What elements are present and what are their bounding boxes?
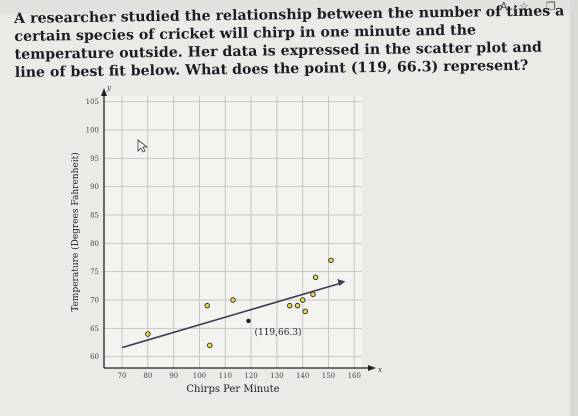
- star-icon[interactable]: ☆: [519, 0, 529, 13]
- x-tick-label-6: 130: [270, 372, 283, 380]
- data-point-10: [328, 257, 334, 264]
- browser-toolbar: A ☆ ❒: [0, 0, 578, 14]
- y-tick-label-6: 90: [90, 183, 99, 191]
- tick-labels: 70 80 90 100 110 120 130 140 150 160 60 65 70 75 80 85 9…: [86, 98, 361, 380]
- y-axis-arrow: [101, 88, 107, 96]
- data-point-0: [145, 331, 151, 337]
- x-tick-label-2: 90: [169, 372, 178, 380]
- y-axis-title: Temperature (Degrees Fahrenheit): [70, 152, 81, 311]
- highlight-point-label: (119,66.3): [254, 327, 301, 338]
- mouse-cursor-icon: [137, 139, 149, 153]
- y-tick-label-9: 105: [86, 98, 99, 106]
- y-tick-label-0: 60: [90, 353, 99, 361]
- y-tick-label-4: 80: [90, 240, 99, 248]
- x-tick-label-9: 160: [348, 372, 361, 380]
- data-point-6: [302, 308, 308, 315]
- x-tick-label-0: 70: [118, 372, 127, 380]
- best-fit-line: [121, 279, 346, 349]
- x-tick-label-7: 140: [296, 372, 309, 380]
- highlight: (119,66.3): [246, 318, 302, 338]
- y-tick-label-7: 95: [90, 155, 99, 163]
- x-tick-label-4: 110: [219, 372, 232, 380]
- x-tick-label-8: 150: [322, 372, 335, 380]
- text-size-icon[interactable]: A: [500, 0, 508, 13]
- data-point-4: [287, 302, 293, 309]
- x-tick-label-1: 80: [143, 372, 152, 380]
- plot-background: [104, 96, 362, 368]
- plot-grid: [104, 96, 362, 368]
- axis-labels: Chirps Per Minute Temperature (Degrees Fa…: [70, 84, 382, 395]
- x-tick-label-5: 120: [244, 372, 257, 380]
- data-point-2: [204, 302, 210, 309]
- y-tick-label-8: 100: [86, 127, 99, 135]
- y-tick-label-3: 75: [90, 268, 99, 276]
- data-point-9: [312, 274, 319, 281]
- data-point-3: [230, 297, 236, 303]
- scrollbar[interactable]: [570, 0, 578, 416]
- bookmark-icon[interactable]: ❒: [546, 0, 556, 13]
- data-point-1: [207, 342, 213, 349]
- plot-axes: [101, 88, 376, 371]
- x-tick-label-3: 100: [193, 372, 206, 380]
- y-axis-letter: y: [106, 84, 112, 92]
- data-point-5: [294, 302, 301, 309]
- highlight-point: [246, 318, 251, 324]
- y-tick-label-1: 65: [90, 325, 99, 333]
- y-tick-label-5: 85: [90, 212, 99, 220]
- x-axis-title: Chirps Per Minute: [186, 384, 279, 395]
- data-point-7: [299, 297, 306, 303]
- data-points: [145, 257, 334, 349]
- best-fit-segment: [121, 282, 342, 349]
- x-axis-arrow: [368, 365, 376, 371]
- data-point-8: [310, 291, 316, 298]
- best-fit-arrow: [337, 279, 346, 286]
- y-tick-label-2: 70: [90, 297, 99, 305]
- x-axis-letter: x: [378, 366, 382, 374]
